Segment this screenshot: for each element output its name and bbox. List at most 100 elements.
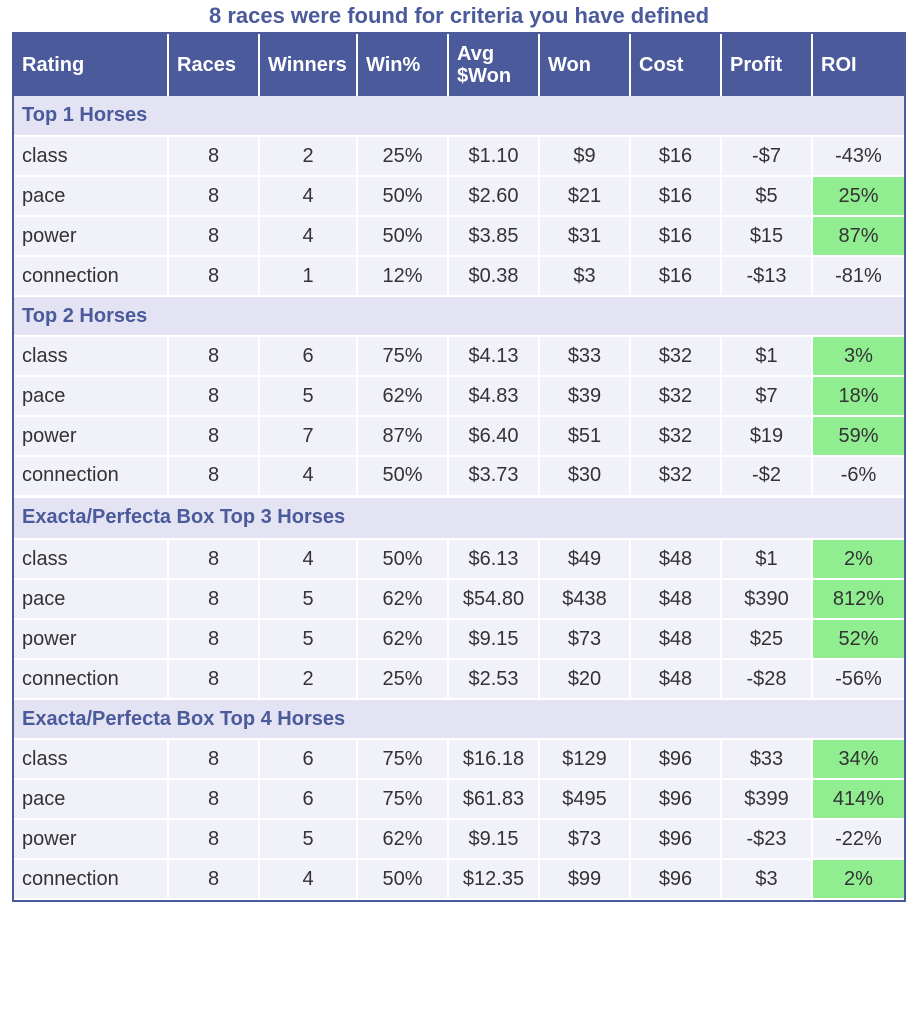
cell-races: 8: [168, 619, 260, 660]
col-header-winners: Winners: [259, 34, 358, 96]
cell-winners: 5: [259, 819, 358, 860]
cell-races: 8: [168, 579, 260, 620]
cell-won: $21: [539, 176, 631, 217]
cell-win-pct: 62%: [357, 819, 449, 860]
results-table-container: Rating Races Winners Win% Avg $Won Won C…: [12, 32, 906, 902]
cell-roi: 59%: [812, 416, 904, 457]
cell-races: 8: [168, 456, 260, 497]
cell-win-pct: 62%: [357, 579, 449, 620]
cell-winners: 4: [259, 859, 358, 900]
group-header-row: Top 2 Horses: [14, 296, 904, 337]
cell-profit: -$13: [721, 256, 813, 297]
cell-cost: $96: [630, 739, 722, 780]
group-label: Exacta/Perfecta Box Top 3 Horses: [14, 494, 904, 540]
cell-rating: power: [14, 619, 169, 660]
table-row: pace 8 4 50% $2.60 $21 $16 $5 25%: [14, 176, 904, 217]
cell-profit: $3: [721, 859, 813, 900]
cell-win-pct: 50%: [357, 539, 449, 580]
cell-win-pct: 50%: [357, 456, 449, 497]
table-row: connection 8 1 12% $0.38 $3 $16 -$13 -81%: [14, 256, 904, 297]
cell-roi: 2%: [812, 859, 904, 900]
cell-win-pct: 50%: [357, 176, 449, 217]
cell-won: $3: [539, 256, 631, 297]
cell-win-pct: 62%: [357, 376, 449, 417]
cell-winners: 6: [259, 739, 358, 780]
cell-roi: -43%: [812, 136, 904, 177]
table-row: connection 8 2 25% $2.53 $20 $48 -$28 -56%: [14, 659, 904, 700]
cell-races: 8: [168, 256, 260, 297]
col-header-profit: Profit: [721, 34, 813, 96]
cell-cost: $32: [630, 416, 722, 457]
cell-won: $438: [539, 579, 631, 620]
cell-won: $33: [539, 336, 631, 377]
cell-races: 8: [168, 739, 260, 780]
cell-profit: $399: [721, 779, 813, 820]
cell-roi: 25%: [812, 176, 904, 217]
table-row: class 8 4 50% $6.13 $49 $48 $1 2%: [14, 539, 904, 580]
col-header-win-pct: Win%: [357, 34, 449, 96]
cell-races: 8: [168, 336, 260, 377]
cell-roi: 87%: [812, 216, 904, 257]
cell-won: $9: [539, 136, 631, 177]
cell-roi: -81%: [812, 256, 904, 297]
cell-races: 8: [168, 779, 260, 820]
cell-winners: 6: [259, 779, 358, 820]
table-row: pace 8 5 62% $4.83 $39 $32 $7 18%: [14, 376, 904, 417]
cell-cost: $48: [630, 579, 722, 620]
cell-cost: $16: [630, 176, 722, 217]
cell-winners: 2: [259, 136, 358, 177]
cell-rating: connection: [14, 659, 169, 700]
cell-cost: $96: [630, 779, 722, 820]
cell-profit: $390: [721, 579, 813, 620]
cell-races: 8: [168, 376, 260, 417]
cell-won: $49: [539, 539, 631, 580]
cell-races: 8: [168, 859, 260, 900]
table-row: class 8 6 75% $16.18 $129 $96 $33 34%: [14, 739, 904, 780]
table-row: pace 8 6 75% $61.83 $495 $96 $399 414%: [14, 779, 904, 820]
cell-races: 8: [168, 819, 260, 860]
table-row: pace 8 5 62% $54.80 $438 $48 $390 812%: [14, 579, 904, 620]
cell-avg-won: $2.60: [448, 176, 540, 217]
cell-roi: 812%: [812, 579, 904, 620]
group-label: Top 2 Horses: [14, 296, 904, 337]
cell-avg-won: $0.38: [448, 256, 540, 297]
cell-avg-won: $9.15: [448, 819, 540, 860]
col-header-roi: ROI: [812, 34, 904, 96]
cell-cost: $16: [630, 216, 722, 257]
cell-winners: 5: [259, 579, 358, 620]
cell-profit: $19: [721, 416, 813, 457]
cell-races: 8: [168, 176, 260, 217]
cell-rating: connection: [14, 456, 169, 497]
header-row: Rating Races Winners Win% Avg $Won Won C…: [14, 34, 904, 96]
cell-win-pct: 50%: [357, 859, 449, 900]
cell-profit: $15: [721, 216, 813, 257]
col-header-races: Races: [168, 34, 260, 96]
cell-profit: $1: [721, 336, 813, 377]
cell-winners: 1: [259, 256, 358, 297]
cell-winners: 5: [259, 376, 358, 417]
group-header-row: Top 1 Horses: [14, 96, 904, 137]
cell-winners: 4: [259, 176, 358, 217]
cell-races: 8: [168, 659, 260, 700]
group-header-row: Exacta/Perfecta Box Top 4 Horses: [14, 699, 904, 740]
cell-profit: -$23: [721, 819, 813, 860]
table-row: class 8 2 25% $1.10 $9 $16 -$7 -43%: [14, 136, 904, 177]
table-row: connection 8 4 50% $3.73 $30 $32 -$2 -6%: [14, 456, 904, 497]
cell-winners: 2: [259, 659, 358, 700]
table-row: power 8 5 62% $9.15 $73 $96 -$23 -22%: [14, 819, 904, 860]
cell-win-pct: 75%: [357, 779, 449, 820]
cell-cost: $96: [630, 819, 722, 860]
cell-avg-won: $16.18: [448, 739, 540, 780]
cell-races: 8: [168, 216, 260, 257]
cell-winners: 4: [259, 216, 358, 257]
cell-profit: $25: [721, 619, 813, 660]
cell-rating: class: [14, 336, 169, 377]
cell-win-pct: 75%: [357, 336, 449, 377]
cell-win-pct: 87%: [357, 416, 449, 457]
table-row: power 8 5 62% $9.15 $73 $48 $25 52%: [14, 619, 904, 660]
results-table: Rating Races Winners Win% Avg $Won Won C…: [14, 34, 904, 900]
cell-rating: pace: [14, 176, 169, 217]
cell-won: $495: [539, 779, 631, 820]
table-row: power 8 4 50% $3.85 $31 $16 $15 87%: [14, 216, 904, 257]
cell-win-pct: 12%: [357, 256, 449, 297]
